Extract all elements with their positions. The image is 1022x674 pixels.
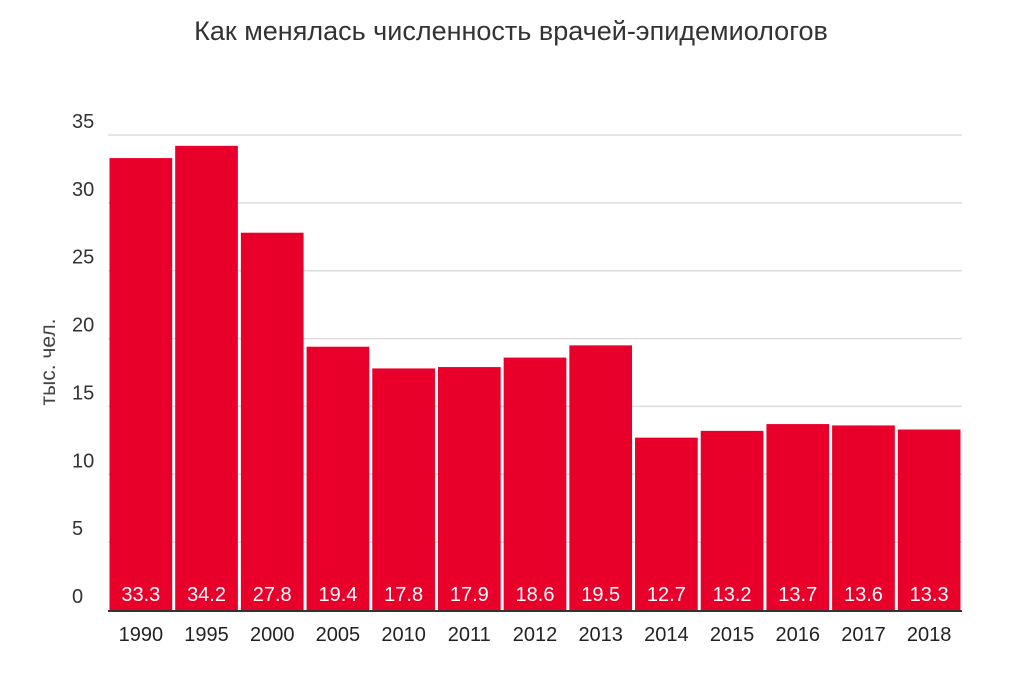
x-tick-label: 2017	[841, 624, 886, 646]
y-tick-label: 10	[72, 450, 94, 472]
x-tick-label: 2000	[250, 624, 295, 646]
data-label: 13.6	[844, 584, 883, 606]
x-tick-label: 1995	[184, 624, 229, 646]
y-tick-label: 15	[72, 382, 94, 404]
x-tick-label: 2016	[776, 624, 821, 646]
data-label: 12.7	[647, 584, 686, 606]
data-label: 13.7	[778, 584, 817, 606]
y-tick-label: 20	[72, 315, 94, 337]
y-axis-label: тыс. чел.	[37, 319, 60, 406]
data-label: 19.4	[318, 584, 357, 606]
y-tick-label: 25	[72, 247, 94, 269]
x-tick-label: 2014	[644, 624, 689, 646]
bar	[306, 346, 370, 610]
bar	[240, 232, 304, 610]
bar	[372, 368, 435, 610]
x-tick-label: 2015	[710, 624, 755, 646]
x-tick-label: 2011	[448, 624, 491, 646]
bar	[897, 429, 961, 610]
x-tick-label: 2005	[316, 624, 361, 646]
x-tick-label: 2013	[578, 624, 623, 646]
x-tick-label: 2010	[381, 624, 426, 646]
data-label: 34.2	[187, 584, 226, 606]
bar	[635, 437, 698, 610]
data-label: 33.3	[121, 584, 160, 606]
data-label: 17.8	[384, 584, 423, 606]
bars	[109, 145, 961, 611]
bar	[569, 345, 633, 610]
data-label: 17.9	[450, 584, 489, 606]
bar	[109, 158, 173, 611]
y-tick-label: 30	[72, 179, 94, 201]
x-tick-label: 2018	[907, 624, 952, 646]
data-label: 19.5	[581, 584, 620, 606]
data-label: 18.6	[516, 584, 555, 606]
bar	[832, 425, 895, 610]
y-axis-ticks: 0 5 10 15 20 25 30 35	[72, 111, 94, 608]
data-label: 27.8	[253, 584, 292, 606]
bar	[503, 357, 567, 610]
bar	[700, 430, 764, 610]
data-label: 13.2	[713, 584, 752, 606]
x-axis-ticks: 1990 1995 2000 2005 2010 2011 2012 2013 2014 2015…	[119, 624, 952, 646]
y-tick-label: 5	[72, 518, 83, 540]
bar	[437, 367, 501, 610]
bar	[175, 145, 238, 610]
x-tick-label: 1990	[119, 624, 164, 646]
y-tick-label: 35	[72, 111, 94, 133]
data-labels: 33.3 34.2 27.8 19.4 17.8 17.9 18.6 19.5 12.7 13.2…	[121, 584, 948, 606]
chart-title: Как менялась численность врачей-эпидемио…	[194, 16, 828, 46]
y-tick-label: 0	[72, 586, 83, 608]
data-label: 13.3	[910, 584, 949, 606]
x-tick-label: 2012	[513, 624, 558, 646]
bar	[766, 424, 830, 610]
